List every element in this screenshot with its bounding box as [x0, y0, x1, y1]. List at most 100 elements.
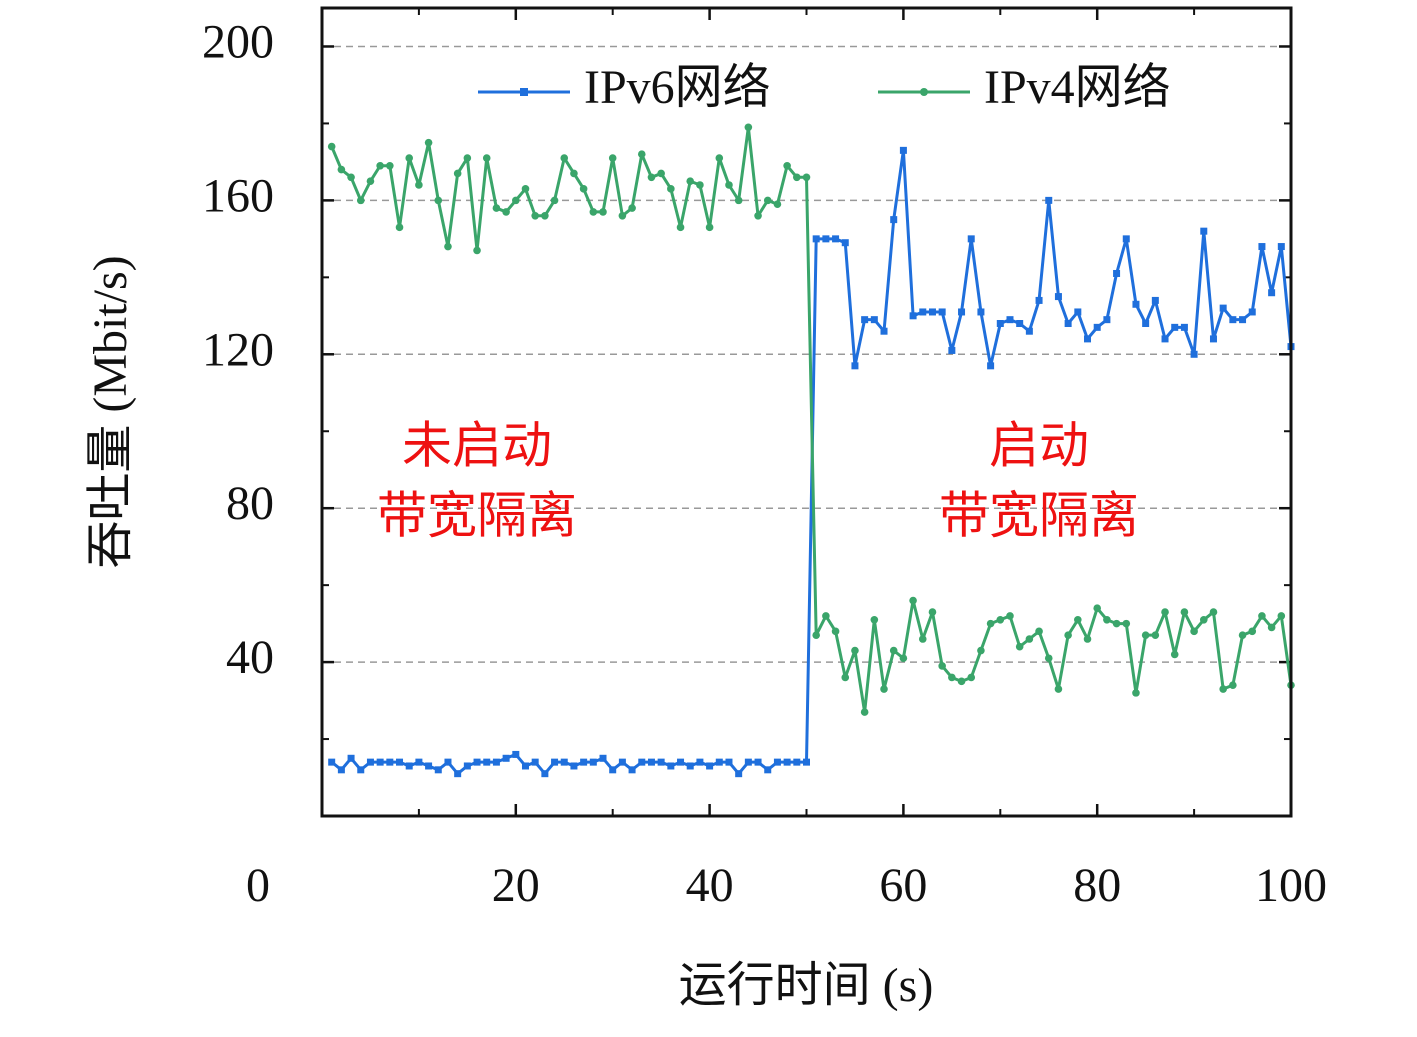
- marker: [386, 161, 394, 170]
- legend-label: IPv6网络: [584, 61, 771, 114]
- marker: [531, 758, 539, 766]
- marker: [608, 154, 617, 162]
- marker: [802, 173, 811, 182]
- marker: [870, 615, 879, 624]
- marker: [909, 312, 917, 320]
- marker: [425, 762, 433, 770]
- marker: [1161, 335, 1169, 343]
- marker: [987, 362, 995, 370]
- marker: [657, 169, 665, 178]
- marker: [570, 169, 578, 178]
- marker: [899, 654, 908, 663]
- marker: [589, 208, 598, 216]
- marker: [327, 142, 336, 151]
- marker: [1064, 320, 1072, 328]
- marker: [415, 758, 423, 766]
- marker: [841, 673, 850, 682]
- marker: [570, 762, 578, 770]
- marker: [1084, 335, 1092, 343]
- marker: [589, 758, 597, 766]
- marker: [483, 758, 491, 766]
- marker: [541, 211, 549, 220]
- series-markers: [328, 146, 1295, 778]
- marker: [1122, 619, 1131, 628]
- marker: [1122, 235, 1130, 243]
- marker: [415, 181, 423, 189]
- marker: [1054, 293, 1062, 301]
- marker: [405, 154, 414, 162]
- marker: [754, 211, 762, 220]
- marker: [366, 177, 375, 185]
- marker: [647, 173, 656, 182]
- marker: [609, 766, 617, 774]
- x-tick-label: 20: [492, 859, 540, 912]
- annotation: 未启动: [402, 418, 552, 474]
- marker: [706, 762, 714, 770]
- marker: [628, 204, 636, 212]
- marker: [599, 754, 607, 762]
- marker: [1093, 323, 1101, 331]
- marker: [948, 673, 956, 682]
- marker: [1044, 654, 1053, 663]
- marker: [1170, 650, 1179, 659]
- marker: [1093, 604, 1101, 613]
- marker: [463, 154, 472, 162]
- x-tick-label: 40: [686, 859, 734, 912]
- marker: [599, 208, 607, 216]
- plot-frame: [320, 6, 1293, 818]
- marker: [880, 685, 888, 693]
- marker: [1151, 631, 1160, 639]
- marker: [1209, 608, 1218, 616]
- marker: [1199, 615, 1208, 624]
- marker: [1132, 689, 1140, 697]
- marker: [512, 196, 520, 205]
- marker: [938, 662, 946, 670]
- marker: [909, 596, 917, 605]
- marker: [764, 766, 772, 774]
- marker: [482, 154, 491, 162]
- marker: [667, 185, 675, 193]
- marker: [744, 123, 753, 132]
- marker: [832, 235, 840, 243]
- x-axis-label: 运行时间 (s): [679, 959, 934, 1012]
- marker: [744, 758, 752, 766]
- marker: [667, 762, 675, 770]
- marker: [328, 758, 336, 766]
- marker: [957, 677, 966, 686]
- marker: [938, 308, 946, 316]
- marker: [531, 211, 539, 220]
- marker: [773, 758, 781, 766]
- marker: [1141, 631, 1150, 639]
- marker: [977, 308, 985, 316]
- marker: [1190, 350, 1198, 358]
- x-tick-label: 80: [1073, 859, 1121, 912]
- y-tick-label: 120: [202, 323, 274, 376]
- legend-label: IPv4网络: [984, 61, 1171, 114]
- marker: [890, 216, 898, 224]
- marker: [1161, 608, 1169, 616]
- series-markers: [327, 123, 1295, 716]
- marker: [551, 758, 559, 766]
- marker: [1045, 196, 1053, 204]
- marker: [919, 308, 927, 316]
- marker: [1142, 320, 1150, 328]
- marker: [492, 758, 500, 766]
- marker: [996, 615, 1005, 624]
- marker: [734, 196, 743, 205]
- marker: [376, 758, 384, 766]
- marker: [618, 211, 627, 220]
- marker: [1103, 316, 1111, 324]
- marker: [880, 327, 888, 335]
- marker: [502, 754, 510, 762]
- y-tick-label: 200: [202, 15, 274, 68]
- marker: [1180, 323, 1188, 331]
- marker: [1277, 612, 1286, 620]
- marker: [686, 177, 695, 185]
- marker: [1258, 612, 1266, 620]
- marker: [444, 242, 452, 251]
- marker: [1015, 642, 1024, 651]
- marker: [618, 758, 626, 766]
- marker: [783, 161, 791, 170]
- marker: [841, 239, 849, 247]
